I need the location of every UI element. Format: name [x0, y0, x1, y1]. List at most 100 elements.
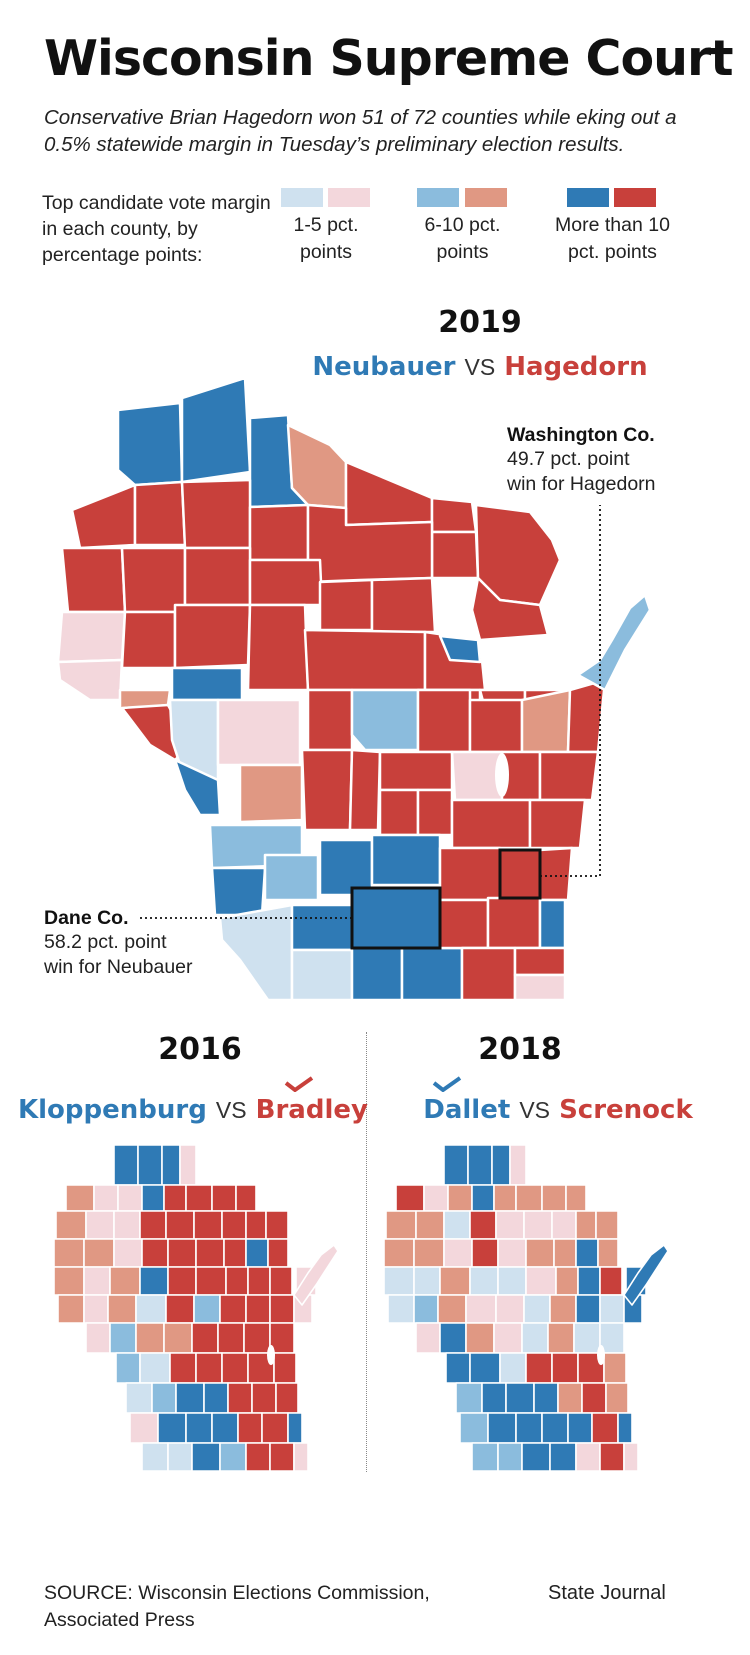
- legend: 1-5 pct. points 6-10 pct. points More th…: [0, 0, 750, 280]
- county-door-base: [520, 688, 572, 754]
- map-2018-county: [557, 1382, 583, 1414]
- map-2016-year: 2016: [158, 1032, 242, 1067]
- main-right-candidate: Hagedorn: [504, 352, 648, 382]
- map-2016-county: [107, 1294, 137, 1324]
- map-2016-county: [193, 1294, 221, 1324]
- county-sawyer: [180, 478, 252, 550]
- map-2018-county: [497, 1238, 527, 1268]
- map-2016-county: [219, 1442, 247, 1472]
- map-2016-county: [269, 1294, 295, 1324]
- map-2018-county: [599, 1442, 625, 1472]
- publisher-credit: State Journal: [548, 1582, 666, 1604]
- map-2016-county: [225, 1266, 249, 1296]
- map-2016-county: [269, 1266, 293, 1296]
- legend-swatch-blue-mid: [417, 188, 459, 207]
- map-2016-county: [141, 1184, 165, 1212]
- map-2016-county: [163, 1322, 193, 1354]
- county-monroe: [238, 763, 304, 824]
- map-2016-county: [161, 1145, 181, 1186]
- map-2016-county: [167, 1238, 197, 1268]
- county-washington: [498, 848, 542, 900]
- county-washburn: [133, 480, 187, 547]
- main-vs: VS: [464, 354, 496, 380]
- map-2016-county: [109, 1322, 137, 1354]
- small-maps-divider: [366, 1032, 367, 1472]
- dane-callout-line2: win for Neubauer: [44, 956, 193, 978]
- map-2018: [383, 1145, 669, 1472]
- m2018-vs: VS: [519, 1097, 551, 1123]
- county-lincoln: [318, 578, 374, 632]
- map-2016-matchup: Kloppenburg VS Bradley: [18, 1095, 368, 1125]
- washington-callout: Washington Co. 49.7 pct. point win for H…: [507, 424, 737, 497]
- map-2018-county: [465, 1322, 495, 1354]
- map-2018-county: [515, 1184, 543, 1212]
- map-2016-county: [191, 1442, 221, 1472]
- m2018-left-candidate: Dallet: [423, 1095, 511, 1125]
- county-taylor: [248, 558, 324, 607]
- map-2018-county: [575, 1210, 597, 1240]
- map-2018-county: [509, 1145, 527, 1186]
- map-2018-county: [471, 1238, 499, 1268]
- map-2018-county: [581, 1382, 607, 1414]
- map-2016: [53, 1145, 339, 1472]
- map-2018-county: [597, 1238, 619, 1268]
- map-2016-county: [135, 1322, 165, 1354]
- map-2018-county: [495, 1294, 525, 1324]
- map-2018-county: [465, 1294, 497, 1324]
- legend-label-1-5: 1-5 pct. points: [293, 214, 359, 263]
- map-2018-county: [551, 1352, 579, 1384]
- map-2018-county: [567, 1412, 593, 1444]
- map-2016-county: [293, 1442, 309, 1472]
- map-2018-county: [553, 1238, 577, 1268]
- map-2018-county: [493, 1322, 523, 1354]
- map-2016-county: [235, 1184, 257, 1212]
- county-dodge: [438, 846, 502, 902]
- map-2018-county: [439, 1266, 471, 1296]
- county-waukesha: [486, 896, 542, 950]
- county-st-croix: [56, 610, 127, 664]
- map-2018-county: [491, 1145, 511, 1186]
- map-2016-county: [227, 1382, 253, 1414]
- map-2016-county: [245, 1238, 269, 1268]
- map-2016-county: [267, 1238, 289, 1268]
- map-2018-county: [555, 1266, 579, 1296]
- map-2016-county: [151, 1382, 177, 1414]
- map-2016-county: [139, 1266, 169, 1296]
- washington-callout-line1: 49.7 pct. point: [507, 448, 630, 470]
- county-winnebago: [450, 750, 504, 802]
- map-2018-county: [493, 1184, 517, 1212]
- map-2016-county: [83, 1238, 115, 1268]
- map-2018-county: [521, 1442, 551, 1472]
- map-2016-county: [269, 1322, 295, 1354]
- county-menominee: [438, 634, 482, 664]
- county-green: [350, 946, 404, 1000]
- map-2018-matchup: Dallet VS Screnock: [378, 1095, 738, 1125]
- county-marathon: [303, 628, 427, 692]
- map-2018-county: [471, 1184, 495, 1212]
- map-2016-county: [195, 1238, 225, 1268]
- map-2018-county: [599, 1294, 625, 1324]
- map-2018-county: [459, 1412, 489, 1444]
- county-racine: [513, 946, 567, 977]
- map-2018-county: [495, 1210, 525, 1240]
- county-bayfield: [180, 376, 252, 484]
- map-2018-county: [525, 1238, 555, 1268]
- map-2018-county: [443, 1145, 469, 1186]
- map-2018-county: [387, 1294, 415, 1324]
- county-kenosha: [513, 973, 567, 1000]
- map-2018-county: [575, 1442, 601, 1472]
- map-2016-county: [139, 1352, 171, 1384]
- map-2016-county: [113, 1145, 139, 1186]
- map-2018-county: [443, 1210, 471, 1240]
- map-2016-county: [217, 1322, 245, 1354]
- map-2018-county: [521, 1322, 549, 1354]
- county-fond-du-lac: [450, 798, 532, 850]
- county-polk: [60, 546, 127, 614]
- county-sheboygan: [528, 798, 587, 850]
- map-2016-county: [251, 1382, 277, 1414]
- map-2016-county: [85, 1210, 115, 1240]
- map-2018-county: [505, 1382, 535, 1414]
- page-subtitle: Conservative Brian Hagedorn won 51 of 72…: [44, 106, 677, 156]
- map-2018-county: [605, 1382, 629, 1414]
- m2016-right-candidate: Bradley: [255, 1095, 368, 1125]
